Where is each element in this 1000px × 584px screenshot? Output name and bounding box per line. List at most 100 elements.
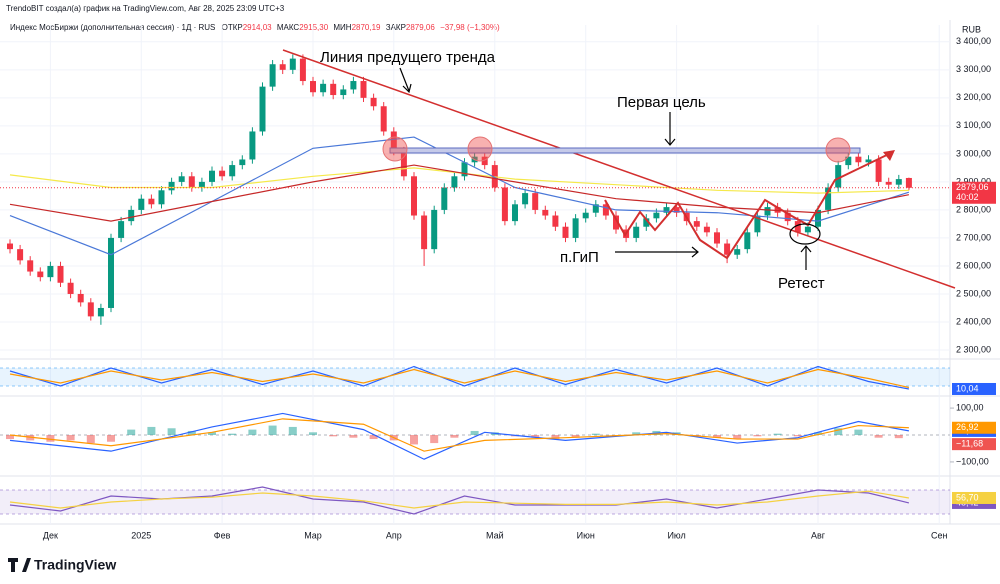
candle-body	[209, 170, 215, 182]
candle-body	[542, 209, 549, 216]
candle-body	[784, 212, 791, 222]
close: 2879,06	[406, 23, 435, 32]
candle-body	[481, 156, 488, 166]
candle-body	[380, 106, 387, 132]
candle-body	[875, 159, 882, 182]
y-tick-label: 2 800,00	[956, 204, 991, 214]
candle-body	[360, 81, 367, 98]
y-tick-label: 2 900,00	[956, 176, 991, 186]
histogram-bar	[86, 435, 95, 444]
candle-body	[158, 190, 165, 205]
candle-body	[855, 156, 862, 163]
histogram-bar	[228, 433, 237, 435]
histogram-bar	[531, 435, 540, 438]
indicator-line	[9, 412, 910, 460]
candle-body	[754, 215, 761, 233]
histogram-bar	[127, 429, 136, 435]
candle-body	[108, 237, 114, 308]
candle-body	[350, 81, 357, 90]
price-badge-label: 56,70	[956, 492, 979, 502]
candle-body	[289, 58, 296, 70]
y-tick-label: 3 100,00	[956, 120, 991, 130]
candle-body	[7, 243, 13, 250]
histogram-bar	[66, 435, 75, 441]
arrow-head	[800, 245, 812, 253]
high-label: МАКС	[277, 23, 300, 32]
y-tick-label: 3 400,00	[956, 36, 991, 46]
indicator-line	[9, 164, 910, 222]
candle-body	[279, 64, 286, 70]
x-tick-label: 2025	[131, 530, 151, 540]
candle-body	[47, 265, 54, 278]
histogram-bar	[46, 435, 55, 442]
histogram-bar	[591, 433, 600, 435]
candle-body	[804, 226, 811, 233]
histogram-bar	[349, 435, 358, 438]
candle-body	[552, 215, 559, 227]
close-label: ЗАКР	[386, 23, 406, 32]
credit: TrendoBIT создал(а) график на TradingVie…	[6, 4, 285, 13]
low-label: МИН	[333, 23, 351, 32]
histogram-bar	[793, 435, 802, 437]
high: 2915,30	[299, 23, 328, 32]
histogram-bar	[309, 432, 317, 435]
candle-body	[663, 207, 670, 213]
candle-body	[501, 187, 508, 222]
touch-circle	[825, 137, 851, 163]
candle-body	[431, 209, 438, 250]
candle-body	[794, 221, 801, 233]
histogram-bar	[430, 435, 439, 444]
candle-body	[461, 162, 468, 177]
candle-body	[178, 176, 185, 182]
candle-body	[613, 215, 619, 230]
histogram-bar	[854, 429, 863, 435]
indicator-line	[9, 490, 909, 509]
histogram-bar	[733, 435, 742, 440]
annotation: Линия предущего тренда	[320, 49, 496, 66]
last-price-label: 2879,06	[956, 182, 989, 192]
annotation: Первая цель	[617, 94, 706, 111]
price-badge-label: 26,92	[956, 422, 979, 432]
candle-body	[390, 131, 397, 152]
price-badge	[952, 421, 996, 434]
y-tick-label: 3 300,00	[956, 64, 991, 74]
histogram-bar	[834, 428, 843, 435]
candle-body	[411, 176, 417, 216]
candle-body	[87, 302, 94, 317]
candle-body	[441, 187, 448, 210]
candle-body	[703, 226, 710, 233]
candle-body	[673, 207, 680, 213]
annotation: Ретест	[778, 275, 825, 292]
y-tick-label: 100,00	[956, 402, 984, 412]
currency: RUB	[962, 24, 981, 34]
candle-body	[229, 165, 236, 177]
annotation: п.ГиП	[560, 249, 599, 266]
histogram-bar	[551, 435, 560, 440]
histogram-bar	[450, 435, 459, 438]
candle-body	[17, 249, 24, 261]
histogram-bar	[208, 432, 216, 435]
candle-body	[562, 226, 569, 238]
y-tick-label: 2 600,00	[956, 260, 991, 270]
x-tick-label: Май	[486, 530, 504, 540]
histogram-bar	[268, 425, 277, 435]
y-tick-label: −100,00	[956, 456, 989, 466]
last-price-badge	[952, 181, 996, 204]
header-line: Индекс МосБиржи (дополнительная сессия) …	[10, 23, 500, 32]
drawings: Линия предущего тренда Первая цель п.ГиП…	[282, 49, 956, 292]
candle-body	[693, 221, 700, 227]
candle-body	[148, 198, 155, 205]
histogram-bar	[248, 429, 257, 435]
histogram-bar	[773, 433, 782, 435]
y-tick-label: 2 400,00	[956, 316, 991, 326]
candle-body	[77, 293, 84, 303]
candle-body	[168, 181, 175, 191]
countdown: 40:02	[956, 192, 979, 202]
indicator-line	[9, 136, 910, 256]
histogram-bar	[814, 432, 822, 435]
candle-body	[219, 170, 226, 177]
candle-body	[633, 226, 640, 238]
candle-body	[269, 64, 276, 87]
histogram-bar	[753, 435, 762, 437]
candle-body	[370, 97, 377, 107]
